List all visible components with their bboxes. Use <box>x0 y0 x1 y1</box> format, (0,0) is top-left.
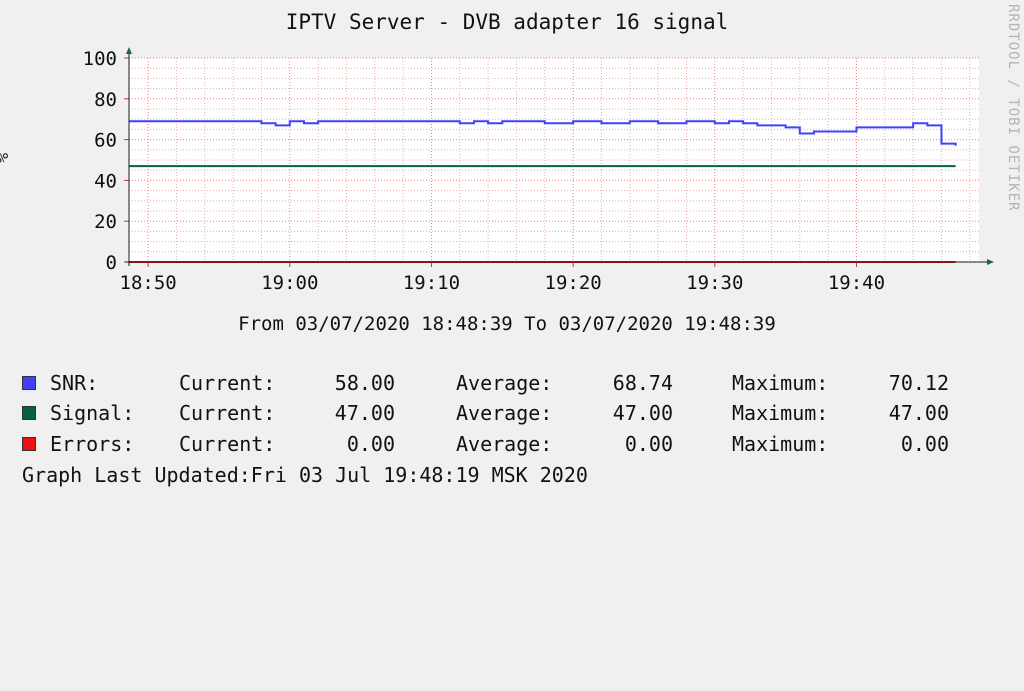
legend-average-label: Average: <box>456 371 553 395</box>
legend-maximum-value: 0.00 <box>900 432 949 456</box>
plot-area <box>129 58 979 262</box>
legend-current-label: Current: <box>179 401 276 425</box>
axes <box>124 47 994 267</box>
x-tick-label: 19:20 <box>545 272 602 294</box>
legend-average-value: 47.00 <box>612 401 673 425</box>
legend-maximum-value: 70.12 <box>888 371 949 395</box>
legend-maximum-label: Maximum: <box>732 371 829 395</box>
series-line-snr <box>129 120 957 146</box>
signal-color-swatch <box>22 406 36 420</box>
y-tick-label: 0 <box>106 252 117 274</box>
y-tick-label: 100 <box>83 48 117 70</box>
snr-color-swatch <box>22 376 36 390</box>
x-tick-label: 19:40 <box>828 272 885 294</box>
y-tick-label: 20 <box>94 211 117 233</box>
major-grid <box>129 57 979 262</box>
x-tick-label: 18:50 <box>120 272 177 294</box>
legend-row-errors: Errors: Current: 0.00 Average: 0.00 Maxi… <box>22 431 949 457</box>
x-tick-label: 19:30 <box>686 272 743 294</box>
legend-average-value: 0.00 <box>624 432 673 456</box>
legend-series-label: Signal: <box>50 401 135 425</box>
legend-current-label: Current: <box>179 371 276 395</box>
errors-color-swatch <box>22 437 36 451</box>
legend-series-label: SNR: <box>50 371 99 395</box>
y-tick-label: 60 <box>94 130 117 152</box>
legend-maximum-label: Maximum: <box>732 401 829 425</box>
y-tick-label: 80 <box>94 89 117 111</box>
legend-row-signal: Signal: Current: 47.00 Average: 47.00 Ma… <box>22 400 949 426</box>
legend-series-label: Errors: <box>50 432 135 456</box>
minor-grid <box>129 58 979 262</box>
legend-row-snr: SNR: Current: 58.00 Average: 68.74 Maxim… <box>22 370 949 396</box>
chart-canvas: 0 20 40 60 80 100 18:50 19:00 19:10 19:20 19:30 19:… <box>83 47 994 294</box>
legend-maximum-label: Maximum: <box>732 432 829 456</box>
legend-current-value: 47.00 <box>334 401 395 425</box>
y-tick-label: 40 <box>94 170 117 192</box>
legend-average-label: Average: <box>456 401 553 425</box>
legend-current-label: Current: <box>179 432 276 456</box>
rrdtool-watermark: RRDTOOL / TOBI OETIKER <box>1005 4 1021 212</box>
legend-current-value: 58.00 <box>334 371 395 395</box>
legend-average-value: 68.74 <box>612 371 673 395</box>
x-tick-label: 19:00 <box>261 272 318 294</box>
legend-current-value: 0.00 <box>346 432 395 456</box>
legend-maximum-value: 47.00 <box>888 401 949 425</box>
x-tick-label: 19:10 <box>403 272 460 294</box>
tick-labels: 0 20 40 60 80 100 18:50 19:00 19:10 19:20 19:30 19:… <box>83 48 885 294</box>
time-range-label: From 03/07/2020 18:48:39 To 03/07/2020 1… <box>238 313 776 335</box>
y-axis-arrow <box>126 47 132 54</box>
x-axis-arrow <box>987 259 994 265</box>
legend-average-label: Average: <box>456 432 553 456</box>
chart-title: IPTV Server - DVB adapter 16 signal <box>285 10 729 34</box>
last-updated-label: Graph Last Updated:Fri 03 Jul 19:48:19 M… <box>22 463 588 487</box>
